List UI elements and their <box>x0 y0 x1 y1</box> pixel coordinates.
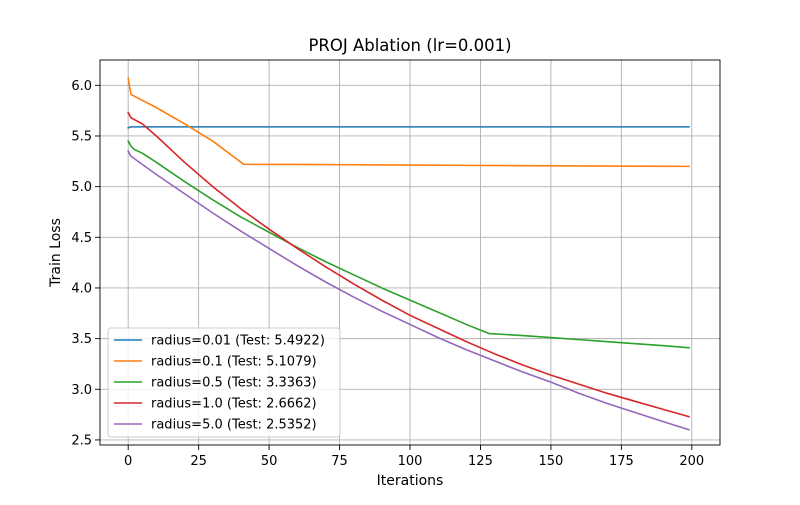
legend-label-4: radius=1.0 (Test: 2.6662) <box>151 397 317 412</box>
legend-label-3: radius=0.5 (Test: 3.3363) <box>151 376 317 391</box>
series-line-5 <box>127 150 691 431</box>
y-tick-label: 2.5 <box>71 433 92 448</box>
y-tick-label: 5.5 <box>71 129 92 144</box>
series-line-2 <box>127 77 690 168</box>
x-tick-label: 125 <box>468 454 493 469</box>
legend-box <box>107 327 341 438</box>
x-axis-label: Iterations <box>377 473 444 489</box>
x-tick-label: 0 <box>124 454 132 469</box>
grid <box>100 60 720 445</box>
x-tick-label: 100 <box>398 454 423 469</box>
y-tick-label: 3.0 <box>71 383 92 398</box>
x-tick-label: 25 <box>190 454 207 469</box>
x-tick-label: 75 <box>331 454 348 469</box>
series-line-3 <box>127 139 690 349</box>
series-line-4 <box>127 111 690 418</box>
legend-label-5: radius=5.0 (Test: 2.5352) <box>151 418 317 433</box>
x-tick-label: 150 <box>538 454 563 469</box>
series-line-1 <box>127 126 690 129</box>
x-tick-label: 50 <box>261 454 278 469</box>
legend: radius=0.01 (Test: 5.4922) radius=0.1 (Te… <box>107 327 341 438</box>
y-tick-label: 6.0 <box>71 79 92 94</box>
axis-ticks: 0 25 50 75 100 125 150 175 200 2.5 3.0 3.5 4.0 4.5 5.0… <box>71 79 704 469</box>
y-tick-label: 5.0 <box>71 180 92 195</box>
y-tick-label: 3.5 <box>71 332 92 347</box>
legend-label-2: radius=0.1 (Test: 5.1079) <box>151 355 317 370</box>
y-tick-label: 4.5 <box>71 231 92 246</box>
y-axis-label: Train Loss <box>48 218 64 288</box>
x-tick-label: 175 <box>609 454 634 469</box>
x-tick-label: 200 <box>679 454 704 469</box>
chart-title: PROJ Ablation (lr=0.001) <box>308 36 511 55</box>
series-lines <box>127 77 691 431</box>
y-tick-label: 4.0 <box>71 281 92 296</box>
legend-label-1: radius=0.01 (Test: 5.4922) <box>151 334 325 349</box>
